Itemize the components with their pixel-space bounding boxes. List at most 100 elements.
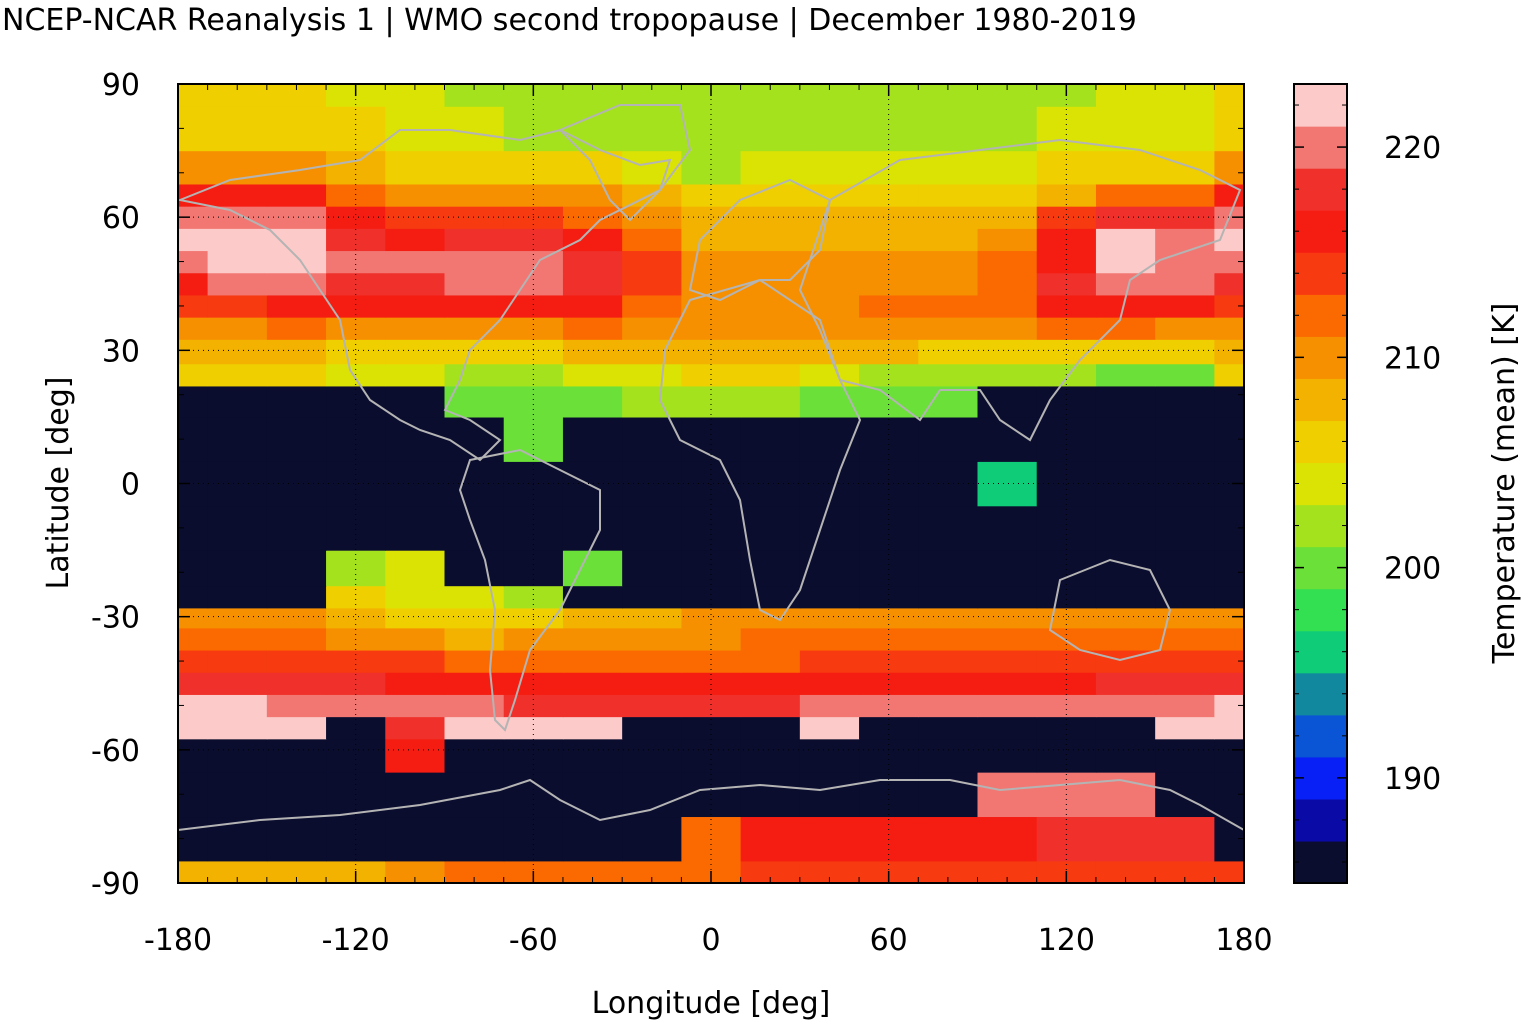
heatmap-cell <box>503 816 564 862</box>
heatmap-cell <box>385 672 446 695</box>
heatmap-cell <box>385 183 446 207</box>
heatmap-cell <box>1095 363 1156 387</box>
heatmap-cell <box>1214 363 1244 387</box>
heatmap-cell <box>444 272 505 296</box>
heatmap-cell <box>799 738 860 773</box>
heatmap-cell <box>385 150 446 185</box>
heatmap-cell <box>1214 294 1244 318</box>
y-tick-label: 30 <box>102 334 140 369</box>
heatmap-cell <box>799 772 860 818</box>
heatmap-cell <box>799 860 860 883</box>
heatmap-cell <box>178 550 209 587</box>
heatmap-cell <box>178 250 209 274</box>
heatmap-cell <box>1095 250 1156 274</box>
heatmap-cell <box>1095 183 1156 207</box>
heatmap-cell <box>622 461 682 507</box>
heatmap-cell <box>1095 106 1156 152</box>
heatmap-cell <box>207 550 268 587</box>
heatmap-cell <box>266 716 327 740</box>
heatmap-cell <box>503 339 564 365</box>
heatmap-cell <box>1036 585 1097 609</box>
heatmap-cell <box>385 294 446 318</box>
heatmap-cell <box>385 860 446 883</box>
heatmap-cell <box>266 272 327 296</box>
heatmap-cell <box>266 106 327 152</box>
heatmap-cell <box>681 150 742 185</box>
heatmap-cell <box>622 672 682 695</box>
heatmap-cell <box>444 716 505 740</box>
heatmap-cell <box>1155 84 1215 107</box>
heatmap-cell <box>977 738 1038 773</box>
heatmap-cell <box>207 860 268 883</box>
heatmap-cell <box>1095 228 1156 252</box>
colorbar-segment <box>1294 378 1347 422</box>
heatmap-cell <box>740 738 801 773</box>
heatmap-cell <box>444 294 505 318</box>
heatmap-cell <box>740 607 801 629</box>
heatmap-cell <box>1155 816 1215 862</box>
y-axis-ticks: 90 60 30 0 -30 -60 -90 <box>91 68 1244 902</box>
heatmap-cell <box>326 385 386 418</box>
heatmap-cell <box>799 106 860 152</box>
y-axis-label: Latitude [deg] <box>41 377 76 590</box>
heatmap-cell <box>562 317 623 340</box>
heatmap-cell <box>503 649 564 673</box>
heatmap-cell <box>918 649 979 673</box>
heatmap-cell <box>444 585 505 609</box>
heatmap-cell <box>622 250 682 274</box>
heatmap-cell <box>918 106 979 152</box>
heatmap-cell <box>1095 416 1156 462</box>
heatmap-cell <box>326 317 386 340</box>
colorbar-tick-label: 210 <box>1384 341 1441 376</box>
heatmap-cell <box>207 385 268 418</box>
heatmap-cell <box>918 585 979 609</box>
colorbar-segment <box>1294 252 1347 295</box>
coastline-north-america <box>178 128 672 462</box>
heatmap-cell <box>266 672 327 695</box>
heatmap-cell <box>681 716 742 740</box>
heatmap-cell <box>207 694 268 718</box>
heatmap-cell <box>444 206 505 229</box>
heatmap-cell <box>326 363 386 387</box>
coastline-greenland <box>558 104 692 222</box>
heatmap-cell <box>859 505 919 551</box>
heatmap-cell <box>326 738 386 773</box>
colorbar-segment <box>1294 588 1347 632</box>
heatmap-cell <box>622 272 682 296</box>
heatmap-cell <box>385 461 446 507</box>
coastline-antarctica <box>178 778 1244 831</box>
heatmap-cell <box>444 816 505 862</box>
heatmap-cell <box>622 505 682 551</box>
heatmap-cell <box>918 183 979 207</box>
heatmap-cell <box>1036 716 1097 740</box>
heatmap-cell <box>207 716 268 740</box>
heatmap <box>178 84 1244 883</box>
heatmap-cell <box>799 607 860 629</box>
heatmap-cell <box>1095 860 1156 883</box>
x-tick-label: -120 <box>322 923 390 958</box>
heatmap-cell <box>1155 716 1215 740</box>
heatmap-cell <box>977 505 1038 551</box>
heatmap-cell <box>562 694 623 718</box>
heatmap-cell <box>1155 860 1215 883</box>
heatmap-cell <box>207 339 268 365</box>
heatmap-cell <box>266 385 327 418</box>
heatmap-cell <box>977 694 1038 718</box>
heatmap-cell <box>799 294 860 318</box>
heatmap-cell <box>977 317 1038 340</box>
heatmap-cell <box>444 339 505 365</box>
heatmap-cell <box>503 716 564 740</box>
heatmap-cell <box>562 84 623 107</box>
heatmap-cell <box>977 339 1038 365</box>
heatmap-cell <box>385 738 446 773</box>
heatmap-cell <box>503 550 564 587</box>
heatmap-cell <box>681 206 742 229</box>
heatmap-cell <box>444 84 505 107</box>
heatmap-cell <box>503 585 564 609</box>
heatmap-cell <box>326 816 386 862</box>
heatmap-cell <box>1214 607 1244 629</box>
heatmap-cell <box>1036 672 1097 695</box>
heatmap-cell <box>266 860 327 883</box>
heatmap-cell <box>859 363 919 387</box>
heatmap-cell <box>1214 317 1244 340</box>
